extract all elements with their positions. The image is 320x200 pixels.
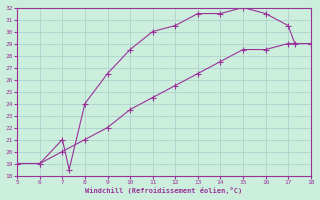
X-axis label: Windchill (Refroidissement éolien,°C): Windchill (Refroidissement éolien,°C) [85, 187, 243, 194]
